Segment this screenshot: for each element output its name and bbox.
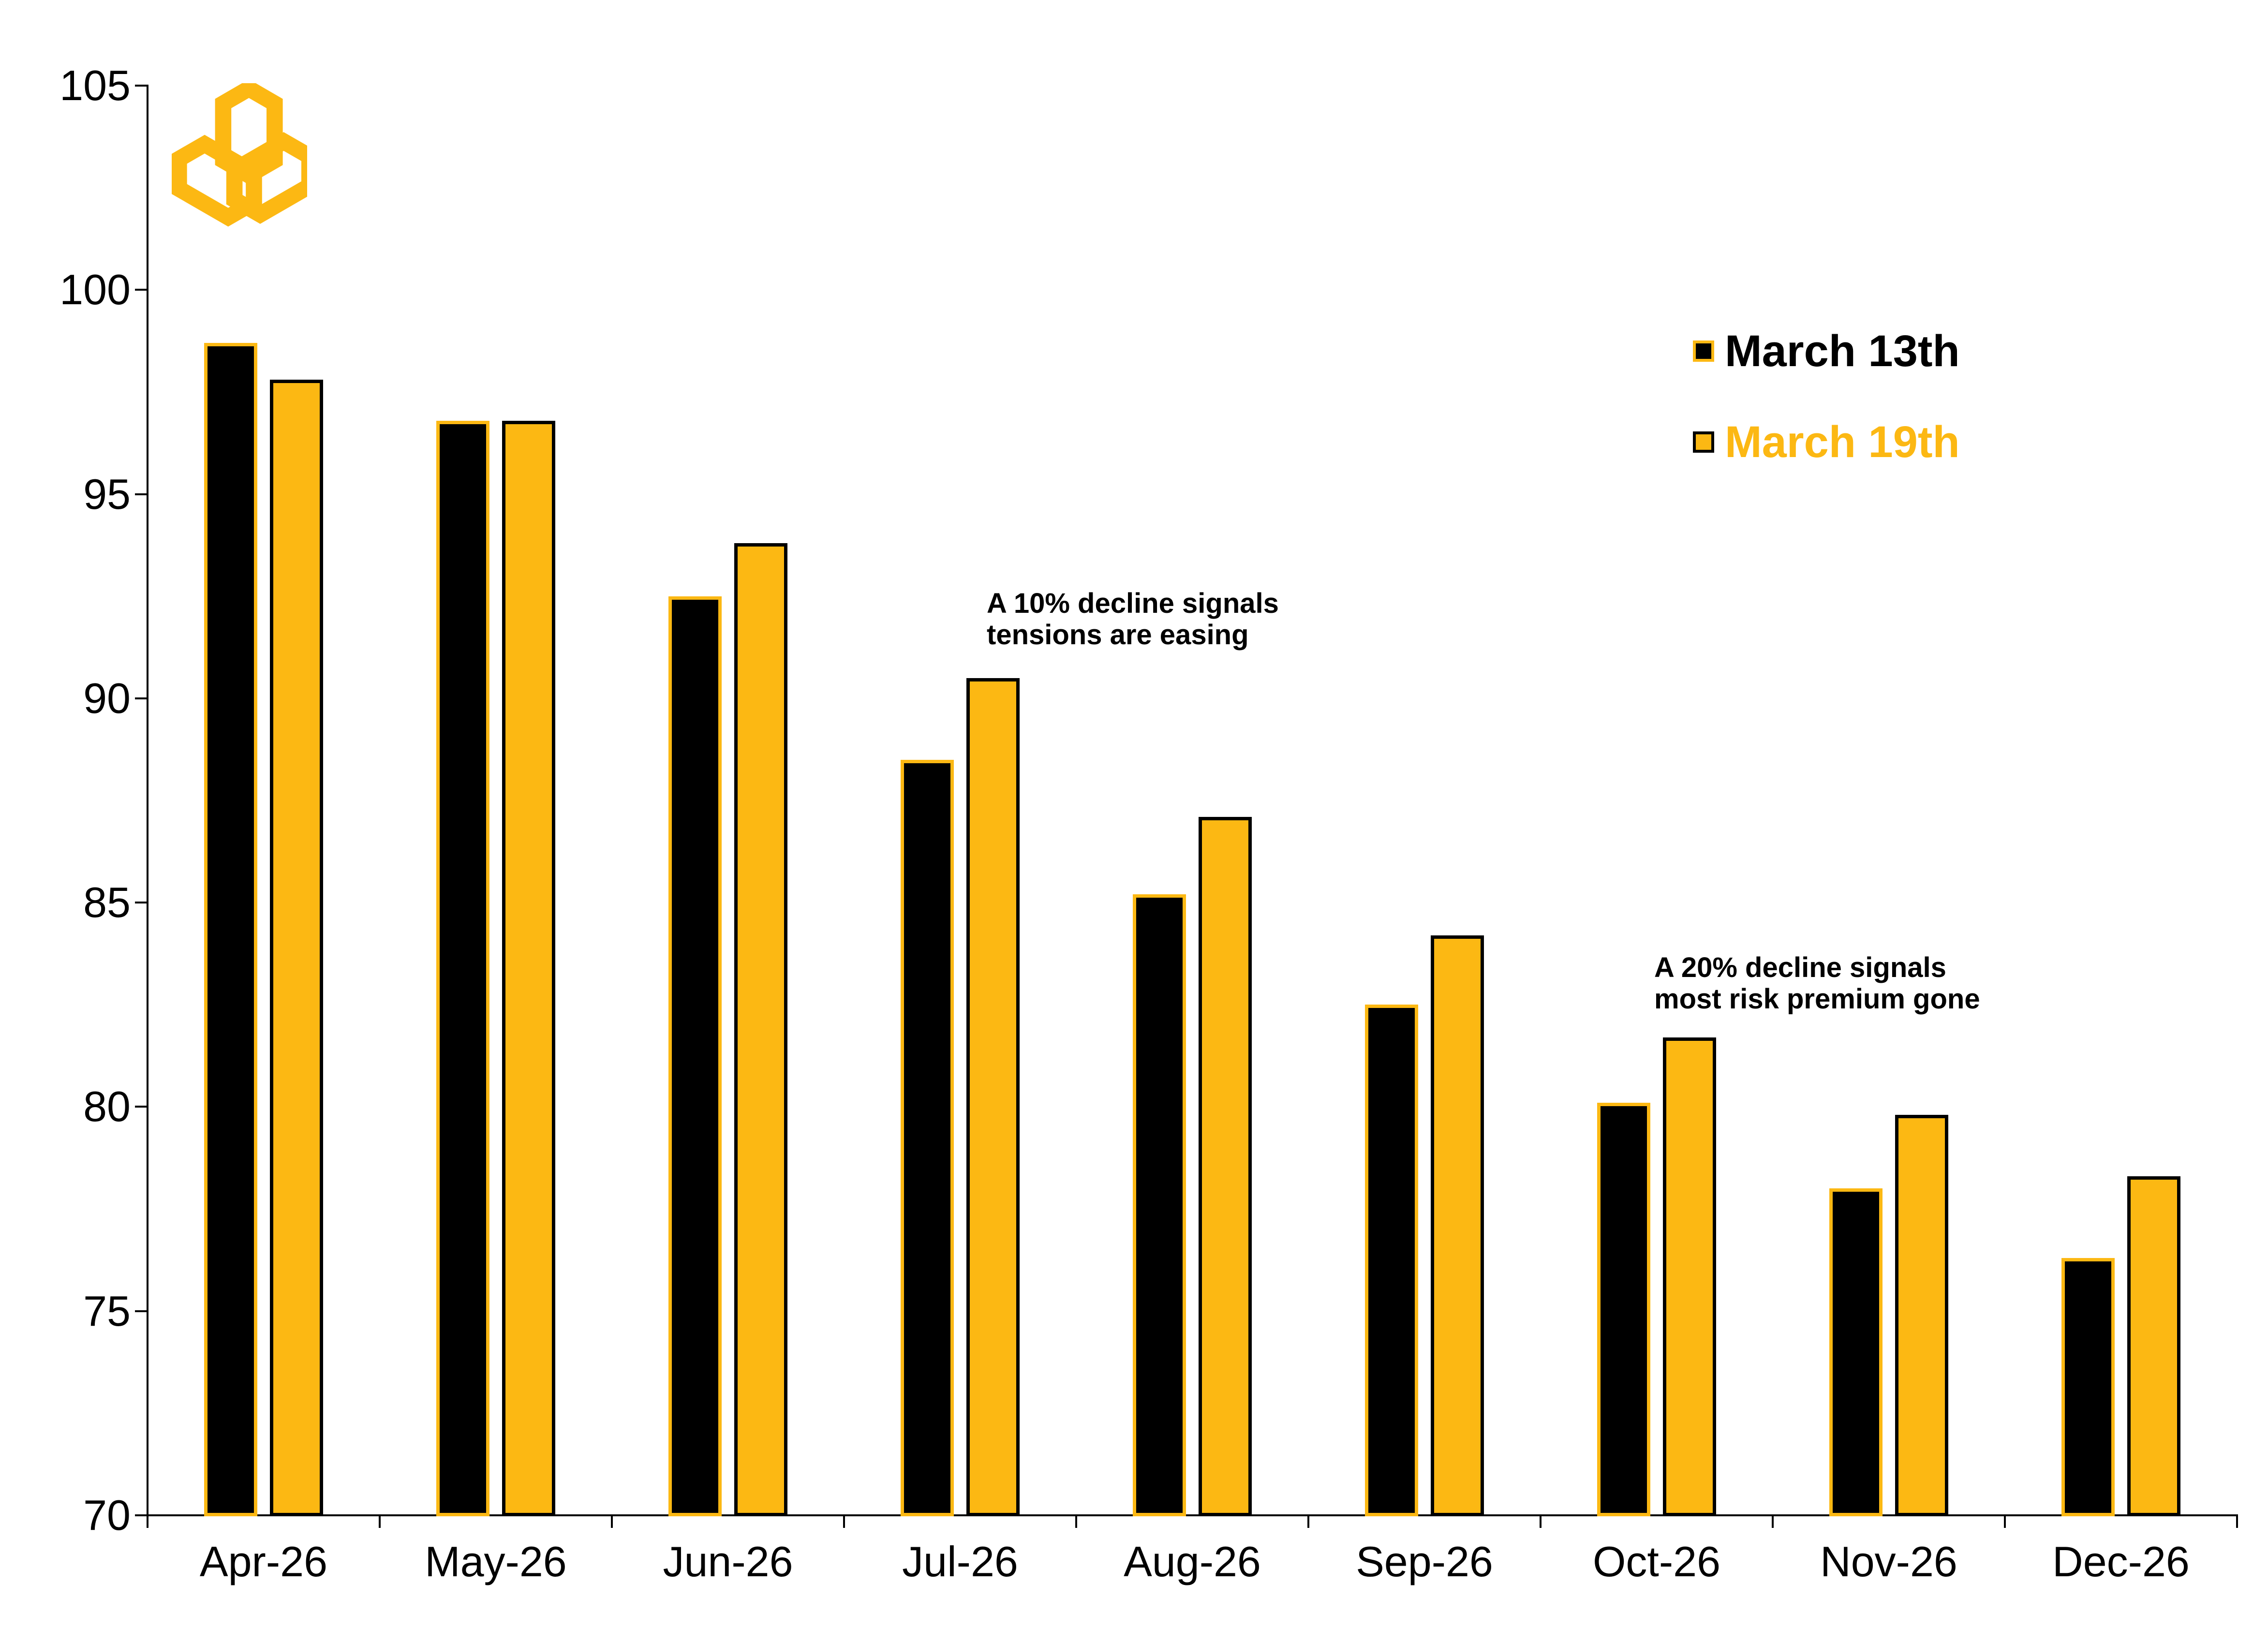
y-tick-90 — [135, 697, 148, 699]
legend-marker-march-13th — [1693, 340, 1714, 362]
legend-item-march-19th: March 19th — [1693, 420, 1960, 464]
legend: March 13th March 19th — [1693, 329, 1960, 511]
y-tick-100 — [135, 289, 148, 291]
y-tick-95 — [135, 493, 148, 495]
x-tick-5 — [1307, 1515, 1309, 1528]
y-tick-label-85: 85 — [83, 878, 131, 927]
x-tick-4 — [1075, 1515, 1077, 1528]
x-category-label-jul-26: Jul-26 — [902, 1538, 1018, 1585]
y-tick-85 — [135, 902, 148, 904]
x-tick-9 — [2236, 1515, 2238, 1528]
y-tick-80 — [135, 1106, 148, 1108]
x-tick-7 — [1772, 1515, 1774, 1528]
x-category-label-jun-26: Jun-26 — [663, 1538, 793, 1585]
bar-march-19th-sep-26 — [1431, 935, 1484, 1516]
y-tick-label-105: 105 — [59, 61, 131, 109]
bar-march-19th-oct-26 — [1663, 1037, 1716, 1516]
y-tick-label-80: 80 — [83, 1082, 131, 1131]
x-tick-1 — [379, 1515, 381, 1528]
bar-march-13th-oct-26 — [1597, 1102, 1650, 1516]
bar-march-19th-nov-26 — [1895, 1115, 1948, 1516]
annotation-20-percent-decline: A 20% decline signals most risk premium … — [1654, 952, 1980, 1015]
x-category-label-apr-26: Apr-26 — [199, 1538, 328, 1585]
annotation-10-percent-decline: A 10% decline signals tensions are easin… — [987, 588, 1279, 651]
bar-march-13th-jul-26 — [901, 759, 954, 1516]
bar-march-13th-jun-26 — [668, 596, 722, 1516]
y-tick-label-90: 90 — [83, 674, 131, 722]
x-axis-line — [147, 1514, 2238, 1516]
bar-march-19th-jun-26 — [734, 543, 787, 1516]
y-axis-line — [147, 85, 148, 1517]
bar-march-19th-may-26 — [502, 420, 555, 1516]
bar-march-13th-nov-26 — [1829, 1188, 1883, 1516]
x-category-label-sep-26: Sep-26 — [1356, 1538, 1493, 1585]
bar-march-13th-sep-26 — [1365, 1005, 1418, 1516]
legend-label-march-13th: March 13th — [1725, 326, 1960, 376]
x-tick-6 — [1540, 1515, 1542, 1528]
x-category-label-dec-26: Dec-26 — [2052, 1538, 2190, 1585]
bar-march-13th-apr-26 — [204, 343, 257, 1516]
bar-march-19th-apr-26 — [270, 380, 323, 1516]
x-tick-3 — [843, 1515, 845, 1528]
x-tick-8 — [2004, 1515, 2006, 1528]
x-tick-2 — [611, 1515, 613, 1528]
bar-march-13th-aug-26 — [1133, 894, 1186, 1516]
y-tick-70 — [135, 1514, 148, 1516]
legend-marker-march-19th — [1693, 431, 1714, 453]
legend-item-march-13th: March 13th — [1693, 329, 1960, 373]
bar-march-13th-may-26 — [436, 420, 489, 1516]
y-tick-105 — [135, 85, 148, 87]
x-category-label-oct-26: Oct-26 — [1592, 1538, 1721, 1585]
x-tick-0 — [147, 1515, 148, 1528]
y-tick-label-70: 70 — [83, 1491, 131, 1539]
interlocking-hexagons-logo — [172, 83, 307, 232]
x-category-label-aug-26: Aug-26 — [1124, 1538, 1261, 1585]
bar-march-19th-dec-26 — [2127, 1176, 2180, 1516]
x-category-label-nov-26: Nov-26 — [1820, 1538, 1957, 1585]
y-tick-label-95: 95 — [83, 470, 131, 518]
y-tick-label-100: 100 — [59, 266, 131, 314]
x-category-label-may-26: May-26 — [425, 1538, 567, 1585]
bar-march-19th-aug-26 — [1199, 816, 1252, 1516]
y-tick-75 — [135, 1310, 148, 1312]
y-tick-label-75: 75 — [83, 1287, 131, 1335]
legend-label-march-19th: March 19th — [1725, 417, 1960, 467]
bar-march-13th-dec-26 — [2061, 1258, 2115, 1516]
bar-march-19th-jul-26 — [966, 678, 1020, 1516]
